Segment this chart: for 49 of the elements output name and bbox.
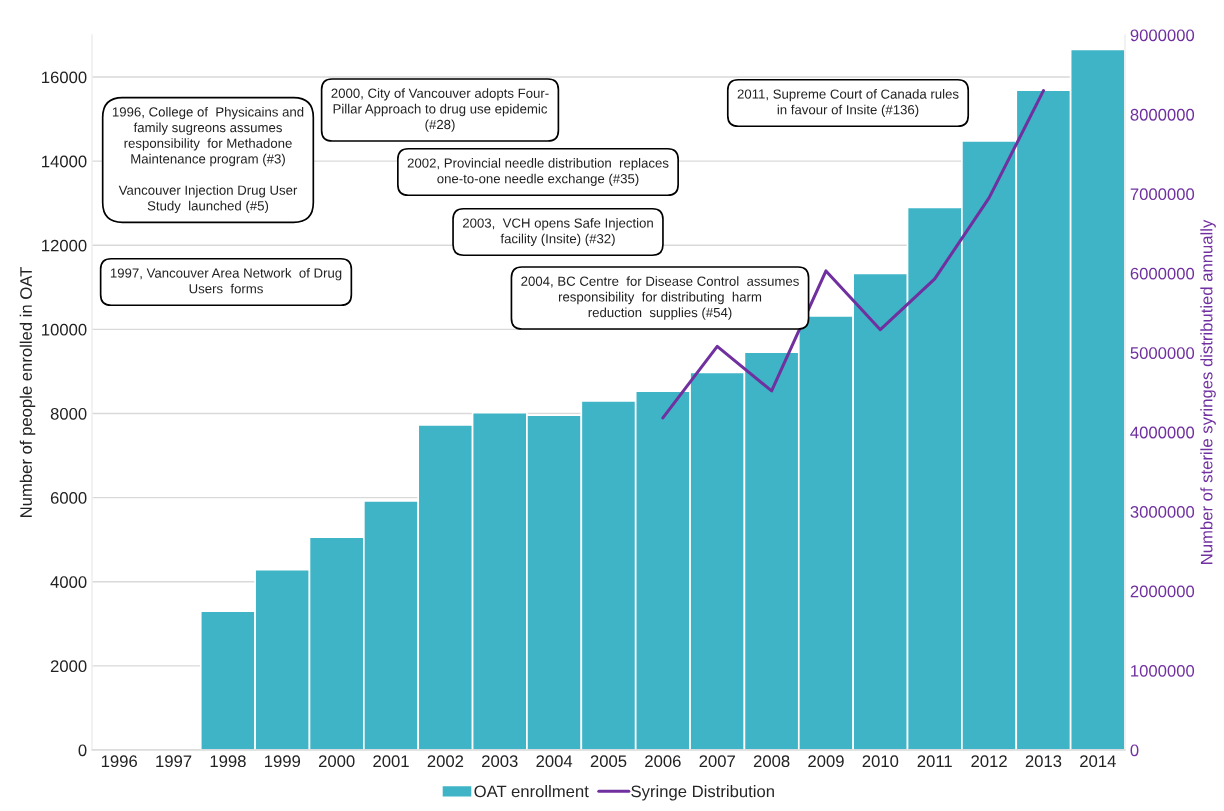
x-tick-label: 2002 [427, 755, 464, 768]
y-axis-title: Number of people enrolled in OAT [19, 267, 36, 517]
y-tick-label: 8000 [50, 407, 87, 420]
legend-label: OAT enrollment [474, 785, 589, 798]
annotation: 2003, VCH opens Safe Injection facility (Insite) (#32) [462, 218, 653, 246]
x-tick-label: 2014 [1080, 755, 1116, 768]
y2-tick-label: 0 [1130, 744, 1139, 757]
x-tick-label: 2004 [536, 755, 573, 768]
y2-axis-title: Number of sterile syringes distributied annually [1200, 219, 1216, 564]
annotation: 2002, Provincial needle distribution replaces one-to-one needle exchange (#35) [407, 158, 669, 186]
legend-label: Syringe Distribution [631, 785, 774, 801]
y-tick-label: 14000 [42, 155, 87, 168]
y-tick-label: 6000 [50, 492, 87, 504]
x-tick-label: 1998 [210, 755, 246, 768]
y-tick-label: 0 [78, 744, 87, 757]
annotation: 1997, Vancouver Area Network of Drug Users forms [110, 268, 342, 294]
x-tick-label: 1999 [265, 755, 301, 768]
y2-tick-label: 1000000 [1131, 664, 1195, 677]
x-tick-label: 2000 [318, 755, 355, 768]
y-tick-label: 10000 [42, 323, 87, 336]
x-tick-label: 2010 [862, 755, 899, 768]
y2-tick-label: 8000000 [1130, 108, 1195, 121]
x-tick-label: 2007 [699, 755, 735, 768]
x-tick-label: 2006 [645, 755, 681, 768]
x-tick-label: 2012 [971, 755, 1007, 768]
y-tick-label: 4000 [50, 576, 87, 588]
x-tick-label: 2003 [482, 755, 518, 768]
x-tick-label: 2009 [808, 755, 844, 768]
text: 1996, College of Physicains and family sugreons assumes responsibility for Methadone Maintenance program (#3) Vancouver Injection Drug User Study launched (#5) [112, 106, 304, 214]
y2-tick-label: 6000000 [1130, 267, 1195, 280]
x-tick-label: 2008 [753, 755, 790, 768]
y-tick-label: 2000 [50, 660, 87, 673]
x-tick-label: 2011 [917, 755, 952, 768]
x-tick-label: 1997 [156, 755, 192, 768]
y2-tick-label: 7000000 [1130, 188, 1195, 201]
y-tick-label: 16000 [42, 71, 87, 84]
y2-tick-label: 9000000 [1130, 29, 1195, 42]
y2-tick-label: 2000000 [1130, 585, 1195, 598]
x-tick-label: 1996 [101, 755, 137, 768]
x-tick-label: 2005 [590, 755, 627, 768]
y-tick-label: 12000 [42, 239, 87, 252]
x-tick-label: 2001 [373, 755, 409, 768]
y2-tick-label: 5000000 [1130, 347, 1195, 359]
y2-tick-label: 3000000 [1130, 506, 1195, 518]
annotation: 2004, BC Centre for Disease Control assumes responsibility for distributing harm reduction supplies (#54) [521, 276, 799, 320]
annotation: 2000, City of Vancouver adopts Four- Pillar Approach to drug use epidemic (#28) [331, 88, 549, 132]
y2-tick-label: 4000000 [1130, 426, 1195, 439]
x-tick-label: 2013 [1025, 755, 1062, 768]
annotation: 2011, Supreme Court of Canada rules in favour of Insite (#136) [737, 89, 959, 117]
